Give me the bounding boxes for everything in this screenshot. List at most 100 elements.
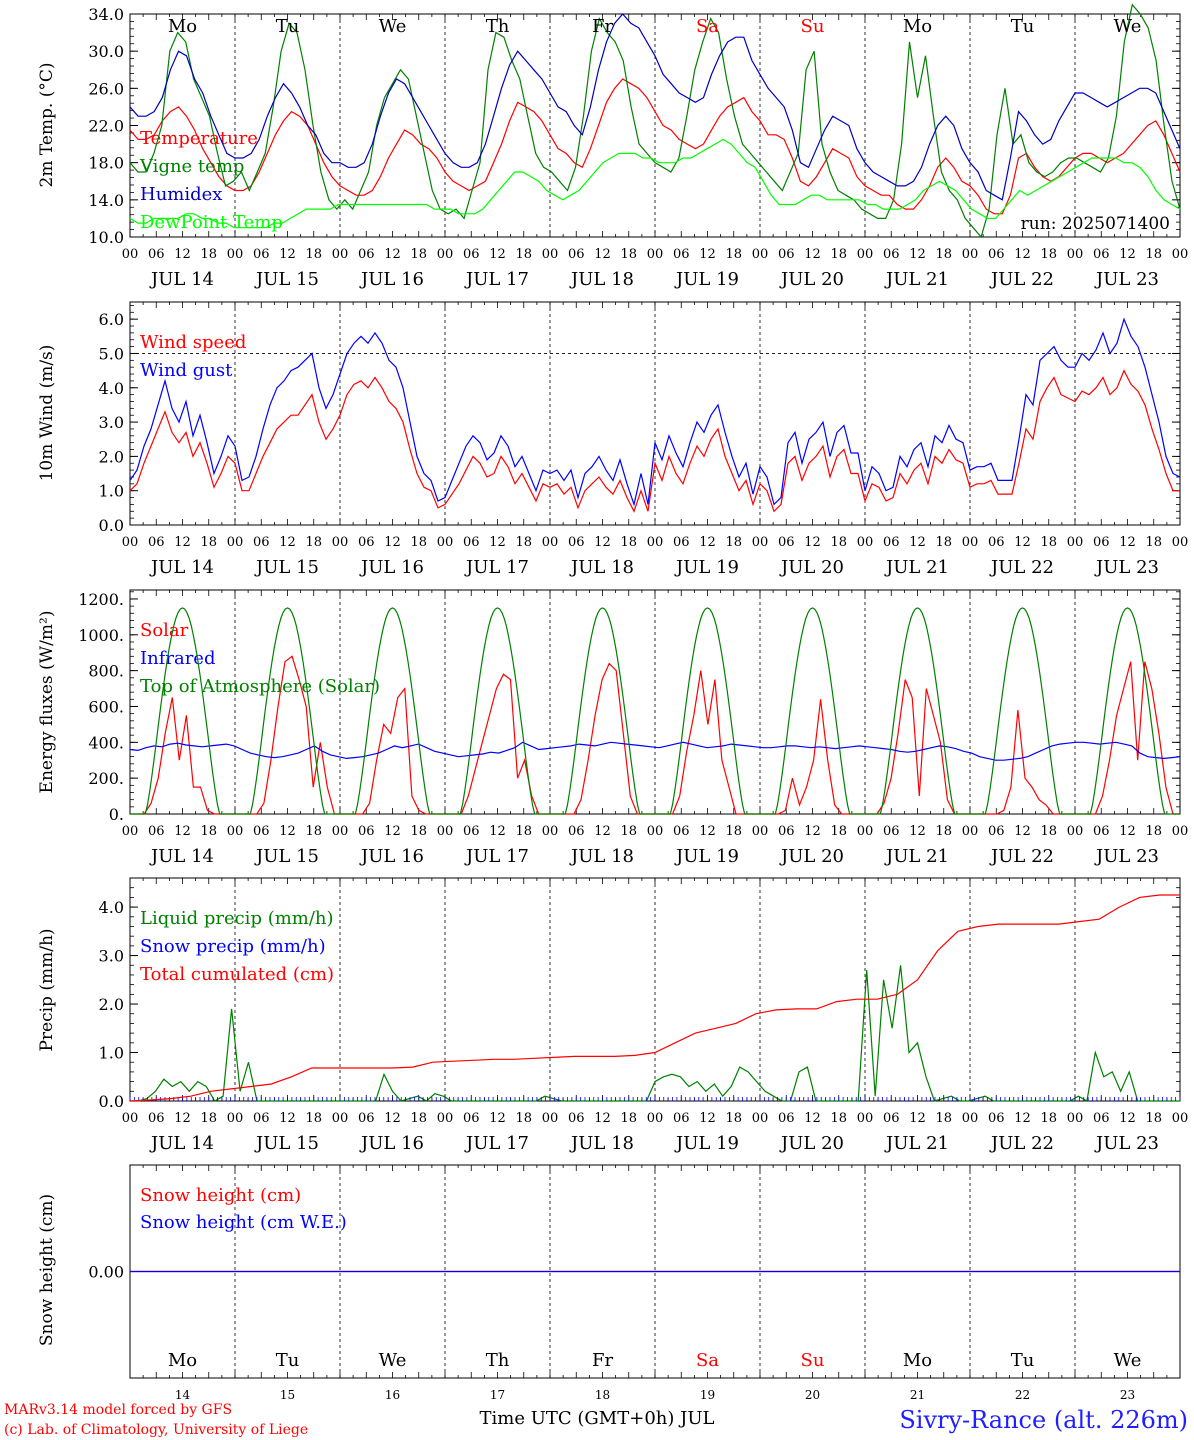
panel-4: 0.0 1.0 2.0 3.0 4.0 Precip (mm/h) Liquid preci… (37, 877, 1188, 1154)
hour-label: 18 (305, 824, 322, 839)
hour-label: 06 (988, 1111, 1005, 1126)
y-tick-label: 2.0 (99, 995, 124, 1014)
hour-label: 06 (358, 535, 375, 550)
hour-label: 00 (647, 1111, 664, 1126)
day-number: 17 (490, 1388, 505, 1402)
legend-humidex: Humidex (140, 184, 222, 205)
hour-label: 18 (1040, 247, 1057, 262)
legend-snow-height-cm-: Snow height (cm) (140, 1185, 301, 1206)
day-number: 21 (910, 1388, 925, 1402)
hour-label: 12 (1014, 1111, 1031, 1126)
weekday-label: We (379, 16, 407, 37)
date-label: JUL 18 (569, 269, 634, 290)
y-tick-label: 4.0 (99, 379, 124, 398)
hour-label: 12 (279, 247, 296, 262)
hour-label: 18 (1040, 1111, 1057, 1126)
hour-label: 00 (332, 824, 349, 839)
hour-label: 00 (962, 535, 979, 550)
hour-label: 18 (935, 1111, 952, 1126)
series-line-liquid-precip-mm-h- (130, 965, 1180, 1102)
hour-label: 18 (305, 535, 322, 550)
legend-infrared: Infrared (140, 648, 215, 669)
hour-label: 00 (227, 1111, 244, 1126)
y-axis-label: 2m Temp. (°C) (37, 62, 57, 187)
hour-label: 06 (568, 824, 585, 839)
hour-label: 18 (830, 247, 847, 262)
legend-top-of-atmosphere-solar-: Top of Atmosphere (Solar) (140, 676, 380, 697)
hour-label: 00 (542, 535, 559, 550)
y-tick-label: 1.0 (99, 482, 124, 501)
series-line-wind-speed (129, 369, 1180, 513)
hour-label: 06 (148, 247, 165, 262)
panel-3: 0. 200. 400. 600. 800. 1000. 1200. Energy fluxe… (37, 589, 1188, 867)
weekday-label: Fr (592, 16, 613, 37)
hour-label: 12 (594, 824, 611, 839)
hour-label: 06 (1093, 535, 1110, 550)
hour-label: 06 (463, 247, 480, 262)
hour-label: 00 (647, 535, 664, 550)
hour-label: 06 (988, 247, 1005, 262)
weekday-label: Sa (696, 16, 719, 37)
date-label: JUL 23 (1094, 557, 1159, 578)
hour-label: 18 (620, 824, 637, 839)
y-tick-label: 1000. (78, 626, 124, 645)
hour-label: 12 (804, 824, 821, 839)
hour-label: 06 (778, 247, 795, 262)
date-label: JUL 16 (359, 1133, 424, 1154)
hour-label: 18 (515, 247, 532, 262)
hour-label: 06 (463, 824, 480, 839)
date-label: JUL 20 (779, 1133, 844, 1154)
y-tick-label: 34.0 (88, 5, 124, 24)
hour-label: 00 (542, 824, 559, 839)
date-label: JUL 15 (254, 269, 319, 290)
legend-total-cumulated-cm-: Total cumulated (cm) (140, 964, 334, 985)
series-line-top-of-atmosphere-solar- (130, 607, 1180, 815)
hour-label: 18 (830, 1111, 847, 1126)
hour-label: 12 (1119, 1111, 1136, 1126)
hour-label: 12 (909, 247, 926, 262)
weekday-label: Tu (276, 16, 300, 37)
hour-label: 12 (909, 1111, 926, 1126)
date-label: JUL 19 (674, 1133, 739, 1154)
date-label: JUL 16 (359, 846, 424, 867)
hour-label: 00 (647, 824, 664, 839)
hour-label: 12 (384, 1111, 401, 1126)
date-label: JUL 14 (149, 557, 214, 578)
hour-label: 00 (1067, 1111, 1084, 1126)
series-line-dewpoint-temp (129, 138, 1181, 229)
hour-label: 00 (332, 247, 349, 262)
hour-label: 18 (305, 247, 322, 262)
hour-label: 00 (437, 247, 454, 262)
y-tick-label: 18.0 (88, 154, 124, 173)
weekday-label: Mo (168, 1350, 197, 1371)
hour-label: 12 (594, 535, 611, 550)
hour-label: 18 (200, 247, 217, 262)
legend-wind-speed: Wind speed (140, 332, 246, 353)
hour-label: 06 (778, 1111, 795, 1126)
hour-label: 06 (673, 247, 690, 262)
y-axis-label: Energy fluxes (W/m²) (37, 611, 57, 794)
hour-label: 00 (857, 1111, 874, 1126)
hour-label: 18 (1145, 247, 1162, 262)
hour-label: 12 (174, 824, 191, 839)
y-tick-label: 0.0 (99, 1092, 124, 1111)
hour-label: 18 (1040, 824, 1057, 839)
weekday-label: Th (486, 16, 510, 37)
credit-line-1: MARv3.14 model forced by GFS (4, 1402, 232, 1418)
y-tick-label: 3.0 (99, 413, 124, 432)
weekday-label: Mo (903, 1350, 932, 1371)
y-tick-label: 30.0 (88, 42, 124, 61)
weekday-label: Tu (1011, 1350, 1035, 1371)
hour-label: 06 (673, 535, 690, 550)
hour-label: 18 (830, 824, 847, 839)
weekday-label: Mo (903, 16, 932, 37)
weekday-label: We (1114, 1350, 1142, 1371)
y-tick-label: 0.0 (99, 516, 124, 535)
hour-label: 18 (725, 535, 742, 550)
date-label: JUL 15 (254, 557, 319, 578)
legend-snow-precip-mm-h-: Snow precip (mm/h) (140, 936, 326, 957)
hour-label: 12 (699, 824, 716, 839)
date-label: JUL 21 (884, 557, 949, 578)
date-label: JUL 23 (1094, 846, 1159, 867)
hour-label: 06 (883, 535, 900, 550)
